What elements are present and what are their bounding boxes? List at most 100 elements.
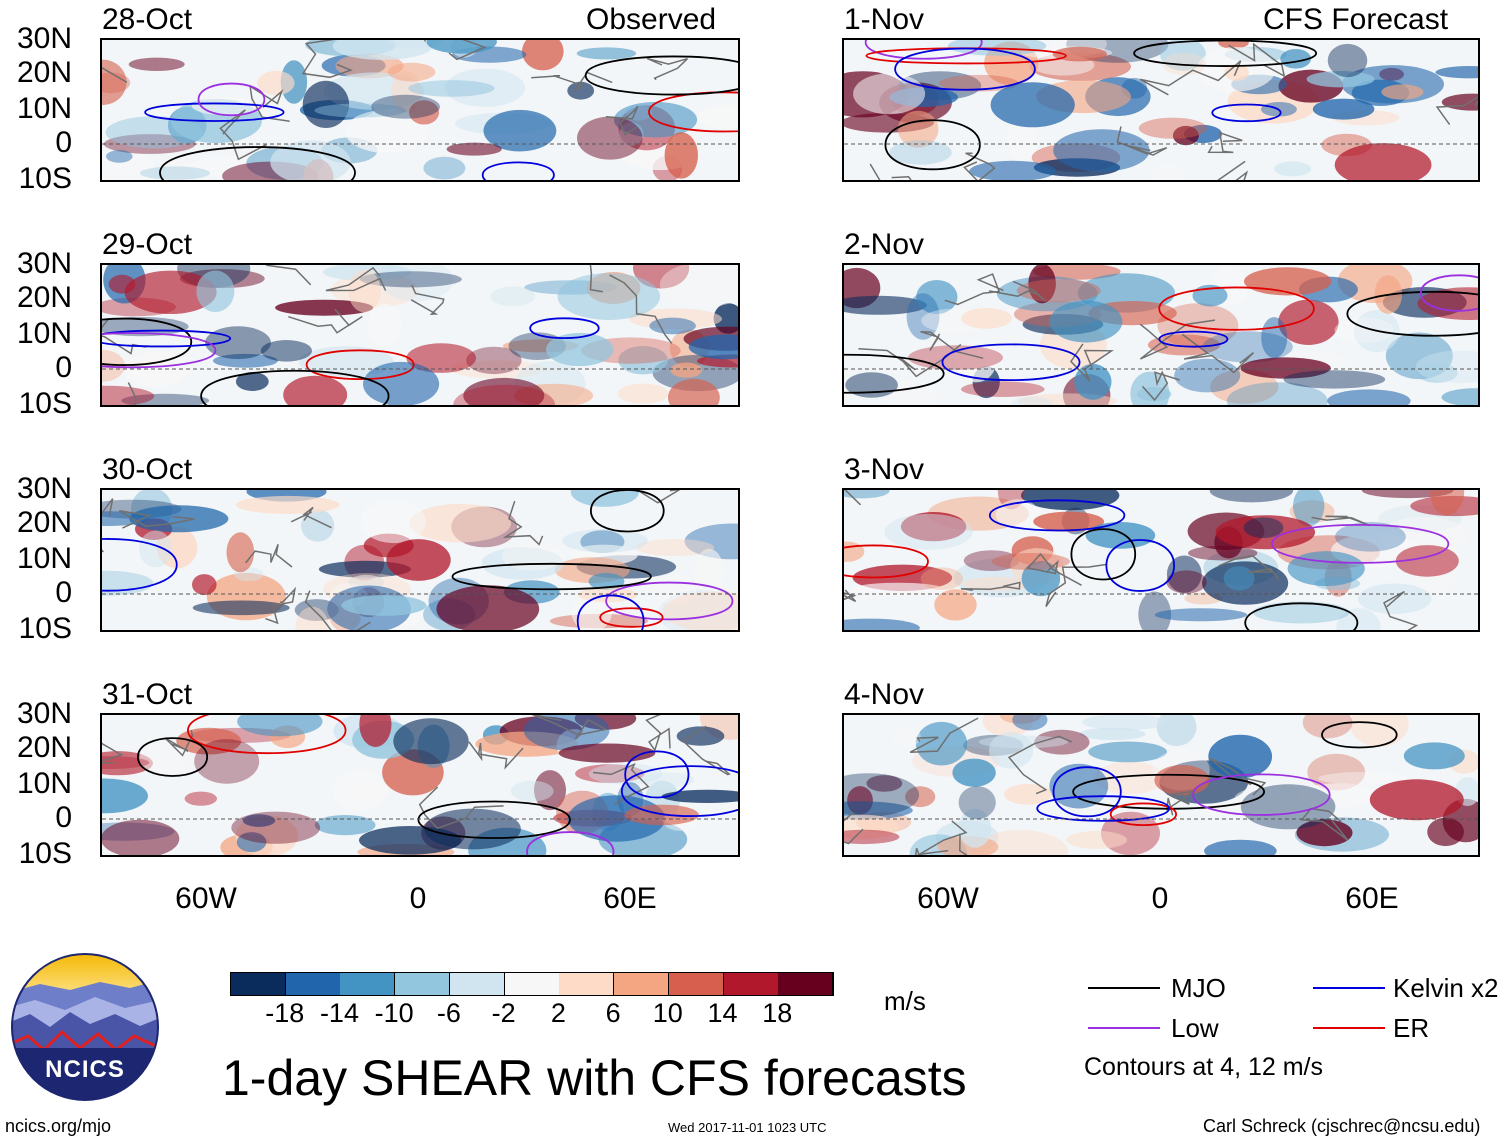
wave-contour <box>1070 528 1137 581</box>
shear-blob <box>1307 753 1366 791</box>
panel-title-obs-1: 28-Oct <box>102 3 193 36</box>
shear-blob <box>963 550 1020 571</box>
shear-blob <box>295 606 330 630</box>
shear-blob <box>1334 143 1432 180</box>
shear-blob <box>371 94 440 119</box>
shear-blob <box>260 340 312 362</box>
shear-blob <box>906 293 940 340</box>
wave-contour <box>1105 539 1176 592</box>
lat-label-row3-3: 0 <box>55 576 72 609</box>
lat-label-row2-2: 10N <box>16 317 72 350</box>
shear-blob <box>952 758 996 787</box>
coastline <box>531 715 609 740</box>
wave-contour <box>884 119 981 171</box>
coastline <box>219 109 267 161</box>
shear-blob <box>483 109 557 152</box>
coastline <box>290 506 332 529</box>
shear-blob <box>1427 817 1464 847</box>
shear-blob <box>567 81 595 100</box>
shear-blob <box>1441 388 1478 405</box>
shear-blob <box>661 789 738 803</box>
shear-blob <box>577 116 643 160</box>
shear-blob <box>423 156 466 180</box>
colorbar-tick-label: -14 <box>319 998 359 1028</box>
shear-blob <box>1151 163 1185 180</box>
shear-blob <box>1174 358 1241 393</box>
colorbar-tick-label: -6 <box>436 998 461 1028</box>
coastline <box>1181 333 1255 374</box>
shear-blob <box>501 542 564 571</box>
shear-blob <box>558 743 656 763</box>
colorbar-tick-label: -10 <box>374 998 414 1028</box>
shear-blob <box>192 574 217 596</box>
coastline <box>118 510 195 529</box>
colorbar-swatch <box>340 973 396 995</box>
lat-label-row3-0: 30N <box>16 472 72 505</box>
shear-blob <box>1138 117 1207 139</box>
lat-label-row3-2: 10N <box>16 542 72 575</box>
shear-blob <box>302 80 350 128</box>
shear-blob <box>294 599 339 621</box>
shear-blob <box>713 303 738 334</box>
shear-blob <box>1210 369 1279 404</box>
map-fc-1 <box>842 38 1480 182</box>
shear-blob <box>961 308 1012 329</box>
coastline <box>1228 42 1286 78</box>
shear-blob <box>1298 783 1379 808</box>
coastline <box>645 715 671 752</box>
shear-blob <box>649 317 696 335</box>
shear-blob <box>409 100 440 125</box>
lat-label-row4-3: 0 <box>55 801 72 834</box>
shear-blob <box>955 340 997 383</box>
shear-blob <box>557 273 661 320</box>
shear-blob <box>887 380 938 405</box>
shear-field-obs-2 <box>102 265 738 405</box>
colorbar-swatch <box>778 973 834 995</box>
shear-blob <box>1335 522 1406 552</box>
shear-blob <box>1166 555 1202 593</box>
shear-blob <box>1016 279 1101 303</box>
shear-blob <box>618 346 668 375</box>
panel-title-fc-3: 3-Nov <box>844 453 925 486</box>
shear-blob <box>1234 785 1315 812</box>
lat-label-row1-4: 10S <box>18 162 72 195</box>
shear-blob <box>363 361 440 405</box>
shear-blob <box>1293 490 1325 527</box>
wave-contour <box>605 581 734 621</box>
shear-blob <box>1306 71 1375 88</box>
shear-blob <box>1049 300 1123 343</box>
panel-title-obs-4: 31-Oct <box>102 678 193 711</box>
shear-field-obs-4 <box>102 715 738 855</box>
lat-label-row4-2: 10N <box>16 767 72 800</box>
wave-contour <box>1109 802 1178 826</box>
wave-contour <box>529 317 600 339</box>
legend-label-er: ER <box>1393 1013 1430 1043</box>
shear-blob <box>1224 64 1249 81</box>
shear-blob <box>844 773 920 817</box>
shear-field-fc-2 <box>844 265 1478 405</box>
coastline <box>245 544 293 568</box>
shear-blob <box>283 375 348 405</box>
map-obs-3 <box>100 488 740 632</box>
shear-blob <box>988 732 1034 769</box>
panel-title-fc-2: 2-Nov <box>844 228 925 261</box>
shear-blob <box>237 715 323 737</box>
shear-blob <box>387 62 436 82</box>
coastline <box>646 57 689 81</box>
footer-url[interactable]: ncics.org/mjo <box>5 1116 112 1136</box>
wave-contour <box>576 594 645 630</box>
shear-blob <box>1166 570 1207 594</box>
coastline <box>502 500 544 546</box>
coastline <box>681 725 731 776</box>
shear-blob <box>1327 43 1368 78</box>
coastline <box>304 590 371 630</box>
shear-blob <box>231 811 321 844</box>
colorbar-tick-label: -2 <box>491 998 516 1028</box>
shear-blob <box>684 523 738 560</box>
shear-blob <box>194 739 260 784</box>
shear-blob <box>1209 490 1294 503</box>
shear-blob <box>270 140 351 180</box>
shear-blob <box>641 772 695 788</box>
wave-contour <box>894 47 1036 91</box>
shear-blob <box>466 346 522 375</box>
